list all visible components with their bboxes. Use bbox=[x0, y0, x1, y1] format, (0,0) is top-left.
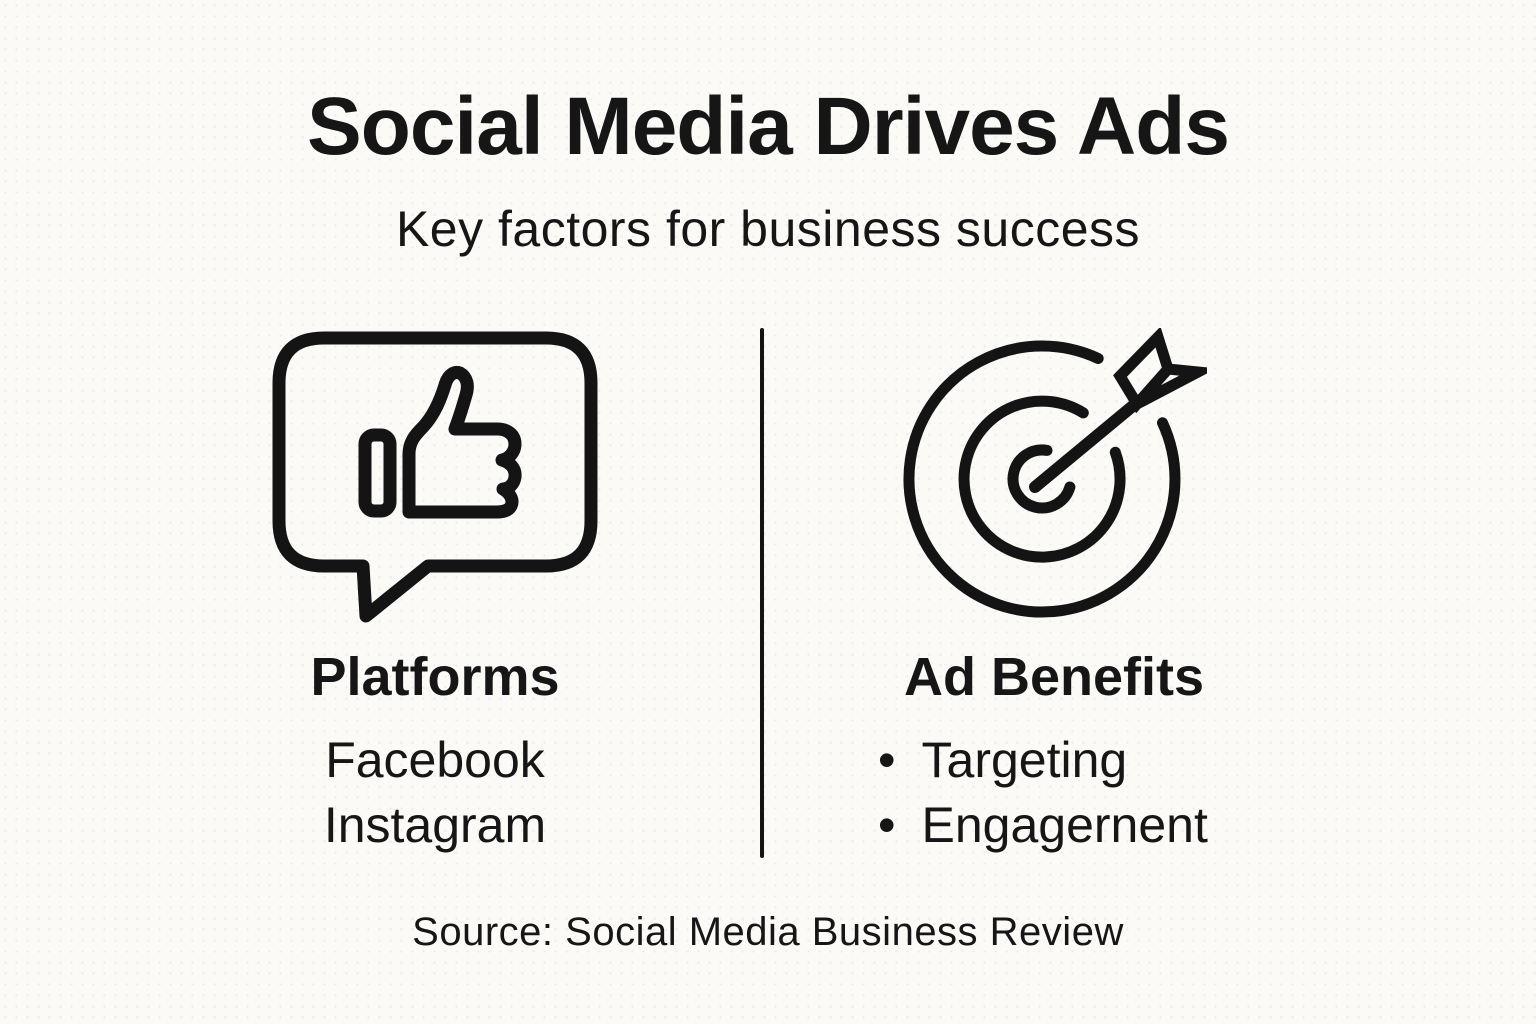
benefit-item: • Targeting bbox=[878, 728, 1208, 793]
platforms-icon-box bbox=[270, 328, 600, 630]
thumb-cuff bbox=[358, 428, 397, 518]
target-middle-ring bbox=[958, 395, 1126, 563]
ad-benefits-column: Ad Benefits • Targeting • Engagernent bbox=[858, 328, 1250, 858]
platforms-heading: Platforms bbox=[310, 647, 560, 707]
ad-benefits-list: • Targeting • Engagernent bbox=[858, 728, 1208, 858]
thumb-hand bbox=[402, 365, 522, 519]
target-bullseye-ring bbox=[1007, 444, 1075, 514]
bullet-icon: • bbox=[878, 732, 896, 788]
benefit-label: Engagernent bbox=[921, 797, 1208, 853]
arrow-shaft bbox=[1028, 394, 1146, 493]
target-outer-ring bbox=[902, 340, 1180, 618]
benefit-item: • Engagernent bbox=[878, 793, 1208, 858]
column-divider bbox=[760, 328, 764, 858]
page-subtitle: Key factors for business success bbox=[395, 201, 1141, 257]
bullet-icon: • bbox=[878, 797, 896, 853]
benefit-label: Targeting bbox=[921, 732, 1128, 788]
target-arrow-icon bbox=[902, 328, 1207, 618]
ad-benefits-heading: Ad Benefits bbox=[903, 647, 1205, 707]
ad-benefits-icon-box bbox=[902, 328, 1207, 630]
platform-item: Facebook bbox=[325, 732, 545, 788]
arrow-fletching bbox=[1112, 328, 1207, 414]
source-text: Source: Social Media Business Review bbox=[412, 910, 1124, 954]
page-title: Social Media Drives Ads bbox=[307, 81, 1230, 172]
speech-bubble-outline bbox=[272, 331, 598, 623]
platform-item: Instagram bbox=[323, 797, 547, 853]
speech-bubble-thumbs-up-icon bbox=[272, 331, 598, 623]
platforms-list: Facebook Instagram bbox=[324, 728, 546, 858]
platforms-column: Platforms Facebook Instagram bbox=[140, 328, 730, 858]
